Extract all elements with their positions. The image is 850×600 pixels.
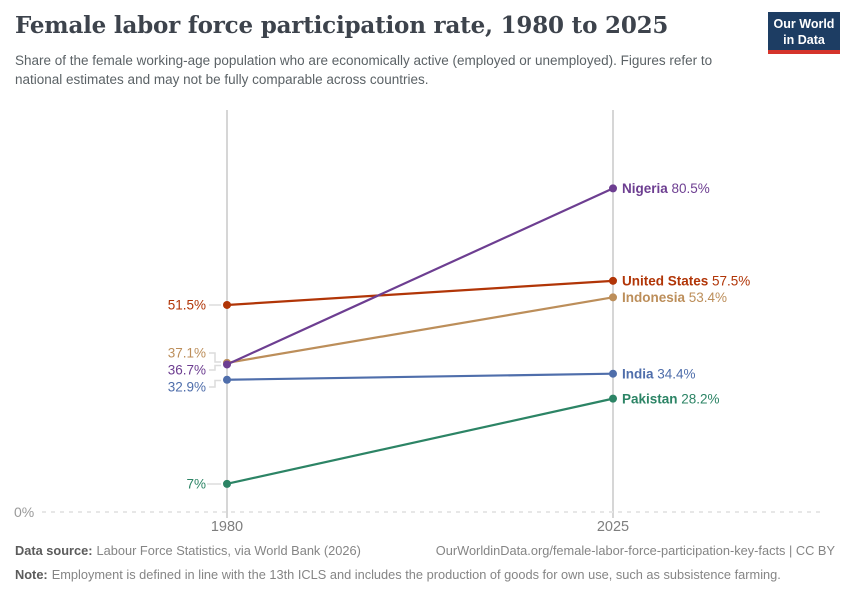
- series-start-label-india: 32.9%: [168, 380, 206, 395]
- series-start-label-united-states: 51.5%: [168, 298, 206, 313]
- citation-link[interactable]: OurWorldinData.org/female-labor-force-pa…: [435, 543, 835, 558]
- x-tick-label-2025: 2025: [597, 519, 629, 535]
- start-label-connector: [209, 379, 221, 388]
- chart-subtitle: Share of the female working-age populati…: [15, 53, 713, 87]
- series-end-label-nigeria: Nigeria 80.5%: [622, 181, 710, 196]
- series-line-indonesia[interactable]: [226, 296, 614, 364]
- series-end-dot-india[interactable]: [609, 369, 617, 378]
- series-end-dot-united-states[interactable]: [609, 276, 617, 285]
- note-label: Note:: [15, 567, 48, 583]
- note-text: Employment is defined in line with the 1…: [51, 567, 781, 583]
- chart-footer: Data source: Labour Force Statistics, via…: [15, 541, 835, 589]
- series-end-label-pakistan: Pakistan 28.2%: [622, 391, 720, 406]
- owid-logo-line2: in Data: [783, 33, 825, 48]
- series-start-label-nigeria: 36.7%: [168, 363, 206, 378]
- start-label-connector: [209, 352, 221, 363]
- data-source-text: Labour Force Statistics, via World Bank …: [96, 543, 361, 558]
- y-axis-zero-label: 0%: [14, 504, 34, 520]
- data-source-label: Data source:: [15, 543, 93, 558]
- owid-logo[interactable]: Our World in Data: [768, 12, 840, 54]
- chart-title: Female labor force participation rate, 1…: [15, 12, 669, 39]
- series-line-pakistan[interactable]: [226, 397, 614, 485]
- note-line: Note: Employment is defined in line with …: [15, 565, 781, 584]
- series-end-label-united-states: United States 57.5%: [622, 274, 750, 289]
- series-line-nigeria[interactable]: [226, 187, 614, 366]
- series-start-dot-pakistan[interactable]: [223, 479, 231, 488]
- series-end-dot-nigeria[interactable]: [609, 184, 617, 193]
- series-line-united-states[interactable]: [226, 279, 614, 307]
- series-line-india[interactable]: [226, 372, 614, 381]
- series-end-dot-pakistan[interactable]: [609, 394, 617, 403]
- series-end-dot-indonesia[interactable]: [609, 293, 617, 302]
- series-start-dot-india[interactable]: [223, 375, 231, 384]
- owid-logo-line1: Our World: [773, 17, 835, 31]
- series-end-label-indonesia: Indonesia 53.4%: [622, 290, 727, 305]
- data-source-line: Data source: Labour Force Statistics, via…: [15, 541, 361, 560]
- start-label-connector: [209, 364, 221, 371]
- series-end-label-india: India 34.4%: [622, 366, 696, 381]
- series-start-label-pakistan: 7%: [186, 477, 206, 492]
- series-start-label-indonesia: 37.1%: [168, 346, 206, 361]
- x-tick-label-1980: 1980: [211, 519, 243, 535]
- series-start-dot-nigeria[interactable]: [223, 360, 231, 369]
- series-start-dot-united-states[interactable]: [223, 300, 231, 309]
